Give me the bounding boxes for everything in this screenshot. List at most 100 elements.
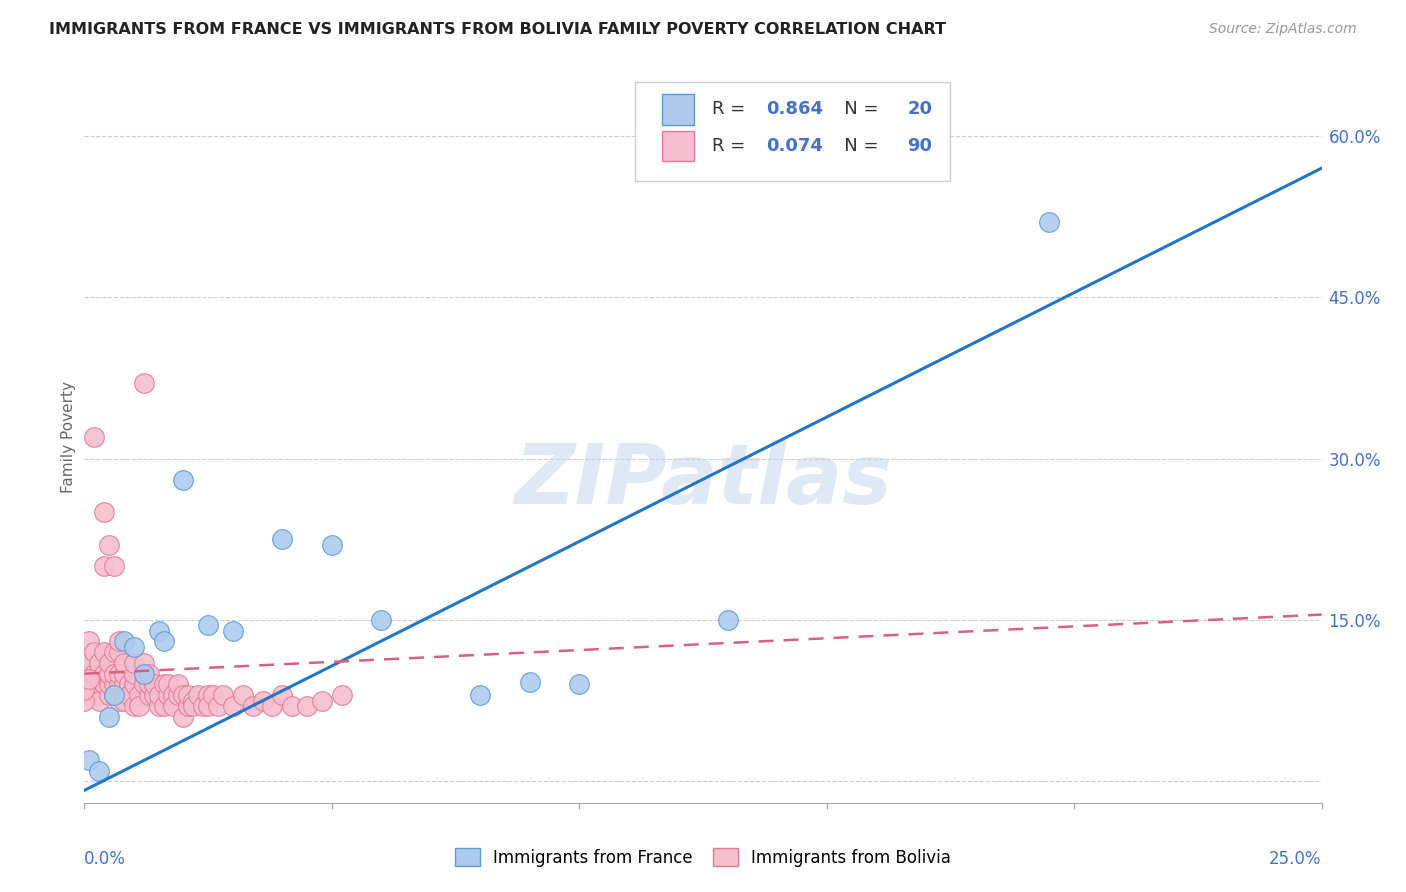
Point [148,698,170,713]
Text: 0.0%: 0.0% [84,850,127,868]
Point [103,666,125,681]
Legend: Immigrants from France, Immigrants from Bolivia: Immigrants from France, Immigrants from … [447,840,959,875]
Point [122,640,145,654]
Point [138,677,160,691]
FancyBboxPatch shape [662,130,695,161]
Point [138,688,160,702]
Point [93,666,115,681]
Point [98,656,121,670]
Point [167,677,190,691]
Point [177,698,200,713]
Point [118,688,141,702]
Point [112,656,135,670]
Point [207,698,229,713]
FancyBboxPatch shape [636,82,950,181]
Point [108,634,131,648]
Point [103,559,125,574]
Point [89,693,111,707]
Point [142,677,165,691]
Point [311,693,333,707]
Y-axis label: Family Poverty: Family Poverty [60,381,76,493]
Point [271,533,294,547]
Point [148,624,170,638]
Point [73,693,96,707]
Point [191,698,214,713]
Text: 90: 90 [907,137,932,155]
Point [108,645,131,659]
Point [79,753,101,767]
Point [252,693,274,707]
FancyBboxPatch shape [662,94,695,125]
Point [1038,215,1060,229]
Text: R =: R = [711,137,751,155]
Point [79,656,101,670]
Point [93,559,115,574]
Point [172,688,194,702]
Point [103,688,125,702]
Point [132,677,155,691]
Point [122,698,145,713]
Point [370,613,392,627]
Point [89,764,111,778]
Point [98,677,121,691]
Point [187,688,209,702]
Point [197,688,219,702]
Text: 0.074: 0.074 [766,137,823,155]
Point [132,666,155,681]
Point [108,666,131,681]
Point [108,677,131,691]
Point [148,688,170,702]
Point [172,473,194,487]
Point [79,672,101,686]
Point [98,666,121,681]
Point [172,710,194,724]
Point [89,656,111,670]
Point [177,688,200,702]
Point [112,693,135,707]
Point [73,666,96,681]
Point [112,666,135,681]
Point [118,677,141,691]
Point [262,698,284,713]
Point [112,677,135,691]
Text: R =: R = [711,101,751,119]
Point [330,688,353,702]
Point [271,688,294,702]
Point [181,693,204,707]
Point [321,538,343,552]
Point [152,677,174,691]
Point [122,677,145,691]
Point [98,688,121,702]
Point [98,710,121,724]
Point [128,698,150,713]
Text: Source: ZipAtlas.com: Source: ZipAtlas.com [1209,22,1357,37]
Point [138,666,160,681]
Text: N =: N = [827,101,884,119]
Point [93,677,115,691]
Text: N =: N = [827,137,884,155]
Point [108,693,131,707]
Point [79,688,101,702]
Point [717,613,740,627]
Point [167,688,190,702]
Point [281,698,304,713]
Point [197,618,219,632]
Point [79,634,101,648]
Point [98,538,121,552]
Point [103,677,125,691]
Point [83,666,105,681]
Point [295,698,318,713]
Point [222,624,245,638]
Text: 0.864: 0.864 [766,101,823,119]
Point [89,688,111,702]
Point [89,666,111,681]
Point [157,677,180,691]
Point [242,698,264,713]
Point [112,634,135,648]
Point [93,505,115,519]
Point [89,677,111,691]
Point [162,698,184,713]
Point [132,376,155,391]
Point [470,688,492,702]
Point [83,645,105,659]
